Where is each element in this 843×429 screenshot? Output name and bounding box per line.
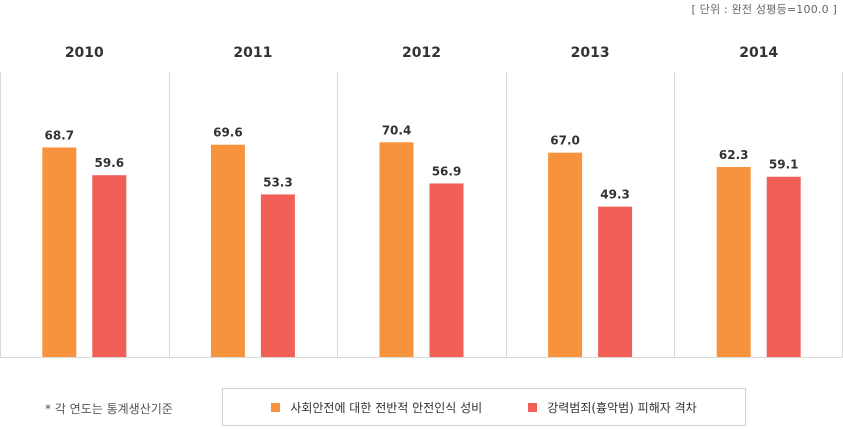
value-label: 53.3 <box>263 175 293 189</box>
bar-series-2 <box>92 175 127 357</box>
value-label: 56.9 <box>432 164 462 178</box>
value-label: 49.3 <box>600 188 630 202</box>
footnote: * 각 연도는 통계생산기준 <box>45 402 173 416</box>
bar-chart: 2010 68.7 59.6 2011 69.6 53.3 2012 70.4 56.9 2013… <box>0 45 843 358</box>
legend-swatch-series-1 <box>271 402 281 412</box>
year-label: 2010 <box>65 45 104 61</box>
legend: 사회안전에 대한 전반적 안전인식 성비 강력범죄(흉악범) 피해자 격차 <box>222 388 746 426</box>
value-label: 69.6 <box>213 126 243 140</box>
bar-series-2 <box>429 183 464 357</box>
value-label: 70.4 <box>382 123 412 137</box>
legend-item-series-2: 강력범죄(흉악범) 피해자 격차 <box>528 399 697 416</box>
year-label: 2014 <box>739 45 778 61</box>
year-label: 2013 <box>571 45 610 61</box>
bar-series-1 <box>716 166 751 357</box>
legend-label-series-2: 강력범죄(흉악범) 피해자 격차 <box>547 400 697 415</box>
bar-series-2 <box>260 194 295 357</box>
value-label: 67.0 <box>550 134 580 148</box>
bar-series-1 <box>548 152 583 357</box>
unit-note: [ 단위 : 완전 성평등=100.0 ] <box>691 3 837 16</box>
legend-swatch-series-2 <box>528 402 538 412</box>
value-label: 59.6 <box>94 156 124 170</box>
value-label: 62.3 <box>719 148 749 162</box>
legend-item-series-1: 사회안전에 대한 전반적 안전인식 성비 <box>271 399 482 416</box>
year-label: 2012 <box>402 45 441 61</box>
bar-series-1 <box>210 144 245 357</box>
bar-series-1 <box>379 142 414 357</box>
bar-series-2 <box>598 206 633 357</box>
value-label: 59.1 <box>769 158 799 172</box>
bar-series-2 <box>766 176 801 357</box>
bar-series-1 <box>42 147 77 357</box>
legend-label-series-1: 사회안전에 대한 전반적 안전인식 성비 <box>290 400 483 415</box>
value-label: 68.7 <box>44 128 74 142</box>
year-label: 2011 <box>233 45 272 61</box>
